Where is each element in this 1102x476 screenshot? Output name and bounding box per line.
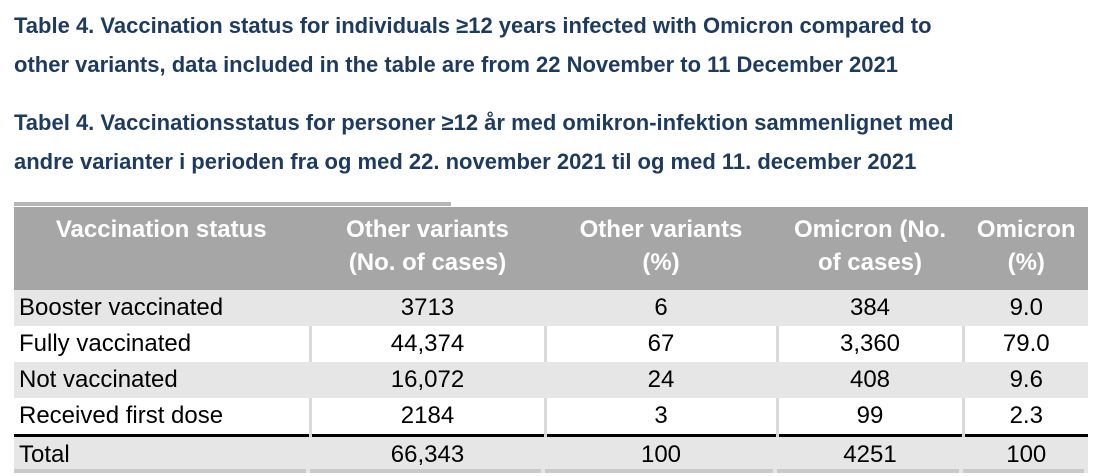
- cell-omicron-cases: 3,360: [775, 326, 963, 362]
- column-header-text: Other variants: [346, 216, 509, 243]
- title-english-line-2: other variants, data included in the tab…: [14, 52, 898, 77]
- column-header-text: Other variants: [579, 216, 743, 243]
- cell-omicron-cases: 408: [775, 362, 963, 398]
- cell-other-variants-pct: 3: [543, 398, 777, 436]
- cell-omicron-pct: 9.6: [961, 362, 1088, 398]
- table-row-fully-vaccinated: Fully vaccinated 44,374 67 3,360 79.0: [14, 326, 1088, 362]
- column-header-text: (%): [1007, 249, 1045, 276]
- table-bottom-border-segment: [545, 469, 773, 473]
- cell-other-variants-cases: 16,072: [308, 362, 545, 398]
- table-row-total: Total 66,343 100 4251 100: [14, 434, 1088, 473]
- table-row-received-first-dose: Received first dose 2184 3 99 2.3: [14, 398, 1088, 436]
- cell-omicron-pct: 100: [961, 434, 1088, 473]
- vaccination-status-table: Vaccination status Other variants (No. o…: [14, 207, 1088, 473]
- cell-other-variants-pct: 24: [543, 362, 777, 398]
- table-title-english: Table 4. Vaccination status for individu…: [14, 6, 932, 84]
- table-bottom-border: [14, 469, 1088, 473]
- cell-omicron-cases: 384: [775, 290, 963, 326]
- column-header-text: of cases): [817, 249, 923, 276]
- table-row-booster-vaccinated: Booster vaccinated 3713 6 384 9.0: [14, 290, 1088, 326]
- table-top-border-segment: [14, 202, 451, 206]
- cell-other-variants-pct: 6: [543, 290, 777, 326]
- cell-vaccination-status: Fully vaccinated: [14, 326, 310, 362]
- cell-other-variants-cases: 2184: [308, 398, 545, 436]
- title-english-line-1: Table 4. Vaccination status for individu…: [14, 13, 932, 38]
- column-header-other-variants-pct: Other variants (%): [543, 207, 777, 290]
- table-row-not-vaccinated: Not vaccinated 16,072 24 408 9.6: [14, 362, 1088, 398]
- cell-omicron-cases: 4251: [775, 434, 963, 473]
- table-bottom-border-segment: [777, 469, 959, 473]
- table-header-row: Vaccination status Other variants (No. o…: [14, 207, 1088, 290]
- column-header-text: Vaccination status: [55, 216, 267, 243]
- cell-omicron-cases: 99: [775, 398, 963, 436]
- cell-other-variants-cases: 44,374: [308, 326, 545, 362]
- cell-vaccination-status: Received first dose: [14, 398, 310, 436]
- table-bottom-border-segment: [14, 469, 306, 473]
- cell-other-variants-cases: 66,343: [308, 434, 545, 473]
- column-header-vaccination-status: Vaccination status: [14, 207, 310, 290]
- title-danish-line-1: Tabel 4. Vaccinationsstatus for personer…: [14, 110, 954, 135]
- cell-other-variants-cases: 3713: [308, 290, 545, 326]
- column-header-text: Omicron (No.: [793, 216, 946, 243]
- column-header-text: Omicron: [976, 216, 1076, 243]
- column-header-text: (%): [642, 249, 680, 276]
- cell-vaccination-status: Booster vaccinated: [14, 290, 310, 326]
- table-title-danish: Tabel 4. Vaccinationsstatus for personer…: [14, 103, 954, 181]
- column-header-omicron-cases: Omicron (No. of cases): [775, 207, 963, 290]
- cell-omicron-pct: 79.0: [961, 326, 1088, 362]
- cell-other-variants-pct: 67: [543, 326, 777, 362]
- cell-other-variants-pct: 100: [543, 434, 777, 473]
- cell-omicron-pct: 2.3: [961, 398, 1088, 436]
- cell-vaccination-status: Total: [14, 434, 310, 473]
- title-danish-line-2: andre varianter i perioden fra og med 22…: [14, 149, 917, 174]
- cell-vaccination-status: Not vaccinated: [14, 362, 310, 398]
- table-bottom-border-segment: [310, 469, 541, 473]
- cell-omicron-pct: 9.0: [961, 290, 1088, 326]
- column-header-other-variants-cases: Other variants (No. of cases): [308, 207, 545, 290]
- column-header-omicron-pct: Omicron (%): [961, 207, 1088, 290]
- column-header-text: (No. of cases): [348, 249, 507, 276]
- table-bottom-border-segment: [963, 469, 1084, 473]
